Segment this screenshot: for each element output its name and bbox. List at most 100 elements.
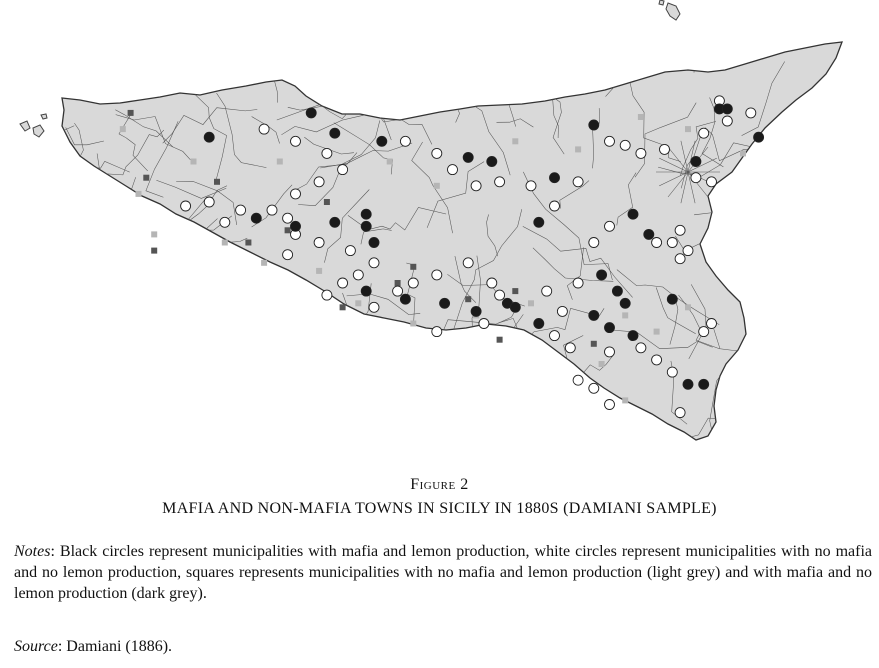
municipal-border xyxy=(185,291,259,310)
municipal-border xyxy=(594,421,634,440)
figure-source: Source: Damiani (1886). xyxy=(14,638,172,656)
municipal-border xyxy=(629,74,681,162)
marker-mafia-lemon xyxy=(250,212,262,224)
marker-no-mafia-lemon xyxy=(355,300,362,307)
municipal-border xyxy=(309,373,350,389)
marker-mafia-lemon xyxy=(690,156,702,167)
municipal-border xyxy=(774,176,798,229)
municipal-border xyxy=(701,97,724,168)
municipal-border xyxy=(559,180,590,209)
marker-mafia-lemon xyxy=(329,216,341,228)
marker-no-mafia-no-lemon xyxy=(447,164,458,176)
marker-no-mafia-no-lemon xyxy=(219,216,231,228)
municipal-border xyxy=(174,218,218,260)
municipal-border xyxy=(188,248,230,359)
municipal-border xyxy=(76,299,113,407)
municipal-border xyxy=(225,280,295,307)
marker-no-mafia-no-lemon xyxy=(462,257,474,269)
municipal-border xyxy=(819,229,842,246)
municipal-border xyxy=(408,42,453,85)
municipal-border xyxy=(88,357,128,434)
municipal-border xyxy=(687,140,696,173)
marker-no-mafia-no-lemon xyxy=(549,330,560,342)
municipal-border xyxy=(241,381,262,420)
municipal-border xyxy=(809,115,842,172)
marker-mafia-no-lemon xyxy=(284,227,291,234)
municipal-border xyxy=(191,427,240,440)
municipal-border xyxy=(741,61,785,136)
marker-no-mafia-lemon xyxy=(190,158,197,165)
marker-no-mafia-no-lemon xyxy=(721,115,733,127)
marker-mafia-lemon xyxy=(588,309,600,321)
marker-no-mafia-no-lemon xyxy=(619,139,631,151)
municipal-border xyxy=(667,171,689,198)
islet-west-2 xyxy=(32,124,45,138)
marker-no-mafia-lemon xyxy=(433,182,440,189)
marker-no-mafia-lemon xyxy=(740,150,746,157)
marker-no-mafia-no-lemon xyxy=(745,107,757,119)
marker-no-mafia-no-lemon xyxy=(478,318,490,329)
marker-no-mafia-no-lemon xyxy=(337,164,349,176)
marker-no-mafia-no-lemon xyxy=(258,123,270,135)
municipal-border xyxy=(827,181,842,216)
municipal-border xyxy=(831,257,842,334)
marker-no-mafia-lemon xyxy=(410,320,417,327)
marker-no-mafia-no-lemon xyxy=(588,382,600,394)
marker-no-mafia-no-lemon xyxy=(344,245,356,257)
marker-mafia-lemon xyxy=(549,172,560,184)
municipal-border xyxy=(738,372,748,412)
municipal-border xyxy=(738,179,815,228)
municipal-border xyxy=(108,236,177,283)
marker-mafia-no-lemon xyxy=(590,340,597,347)
municipal-border xyxy=(360,228,392,245)
marker-mafia-no-lemon xyxy=(151,247,158,254)
municipal-border xyxy=(158,247,200,294)
municipal-border xyxy=(111,177,136,268)
marker-mafia-no-lemon xyxy=(245,239,252,246)
marker-no-mafia-lemon xyxy=(685,304,691,311)
marker-mafia-lemon xyxy=(753,131,765,143)
municipal-border xyxy=(403,339,437,440)
municipal-border xyxy=(287,105,353,120)
marker-no-mafia-no-lemon xyxy=(698,127,710,139)
municipal-border xyxy=(669,297,679,345)
municipal-border xyxy=(157,311,209,415)
marker-no-mafia-no-lemon xyxy=(282,249,294,261)
marker-no-mafia-no-lemon xyxy=(431,147,443,159)
source-text: : Damiani (1886). xyxy=(57,638,173,655)
marker-mafia-no-lemon xyxy=(394,280,401,286)
marker-no-mafia-no-lemon xyxy=(604,399,615,410)
marker-no-mafia-lemon xyxy=(119,126,126,133)
municipal-border xyxy=(659,157,689,173)
municipal-border xyxy=(778,262,796,361)
marker-no-mafia-no-lemon xyxy=(266,204,278,216)
marker-mafia-lemon xyxy=(368,237,380,248)
notes-text: : Black circles represent municipalities… xyxy=(14,543,872,602)
marker-mafia-lemon xyxy=(588,119,600,131)
municipal-border xyxy=(115,109,174,148)
municipal-border xyxy=(93,312,150,335)
marker-no-mafia-no-lemon xyxy=(666,237,678,248)
marker-no-mafia-no-lemon xyxy=(666,366,678,378)
municipal-border xyxy=(542,428,596,440)
marker-mafia-no-lemon xyxy=(512,288,519,295)
marker-mafia-lemon xyxy=(619,297,631,309)
municipal-border xyxy=(116,337,166,377)
municipal-border xyxy=(680,171,689,204)
marker-no-mafia-no-lemon xyxy=(494,176,506,188)
municipal-border xyxy=(818,224,842,254)
marker-no-mafia-no-lemon xyxy=(706,318,717,329)
notes-label: Notes xyxy=(14,543,51,560)
municipal-border xyxy=(113,235,155,273)
marker-no-mafia-no-lemon xyxy=(282,212,294,224)
marker-no-mafia-no-lemon xyxy=(352,269,364,281)
marker-no-mafia-lemon xyxy=(685,126,691,133)
marker-no-mafia-no-lemon xyxy=(604,346,615,358)
marker-no-mafia-no-lemon xyxy=(674,253,686,265)
marker-no-mafia-no-lemon xyxy=(682,245,694,257)
marker-no-mafia-lemon xyxy=(316,267,323,274)
marker-mafia-lemon xyxy=(376,135,388,147)
marker-mafia-lemon xyxy=(329,127,341,139)
municipal-border xyxy=(204,364,269,407)
marker-mafia-lemon xyxy=(611,285,623,297)
